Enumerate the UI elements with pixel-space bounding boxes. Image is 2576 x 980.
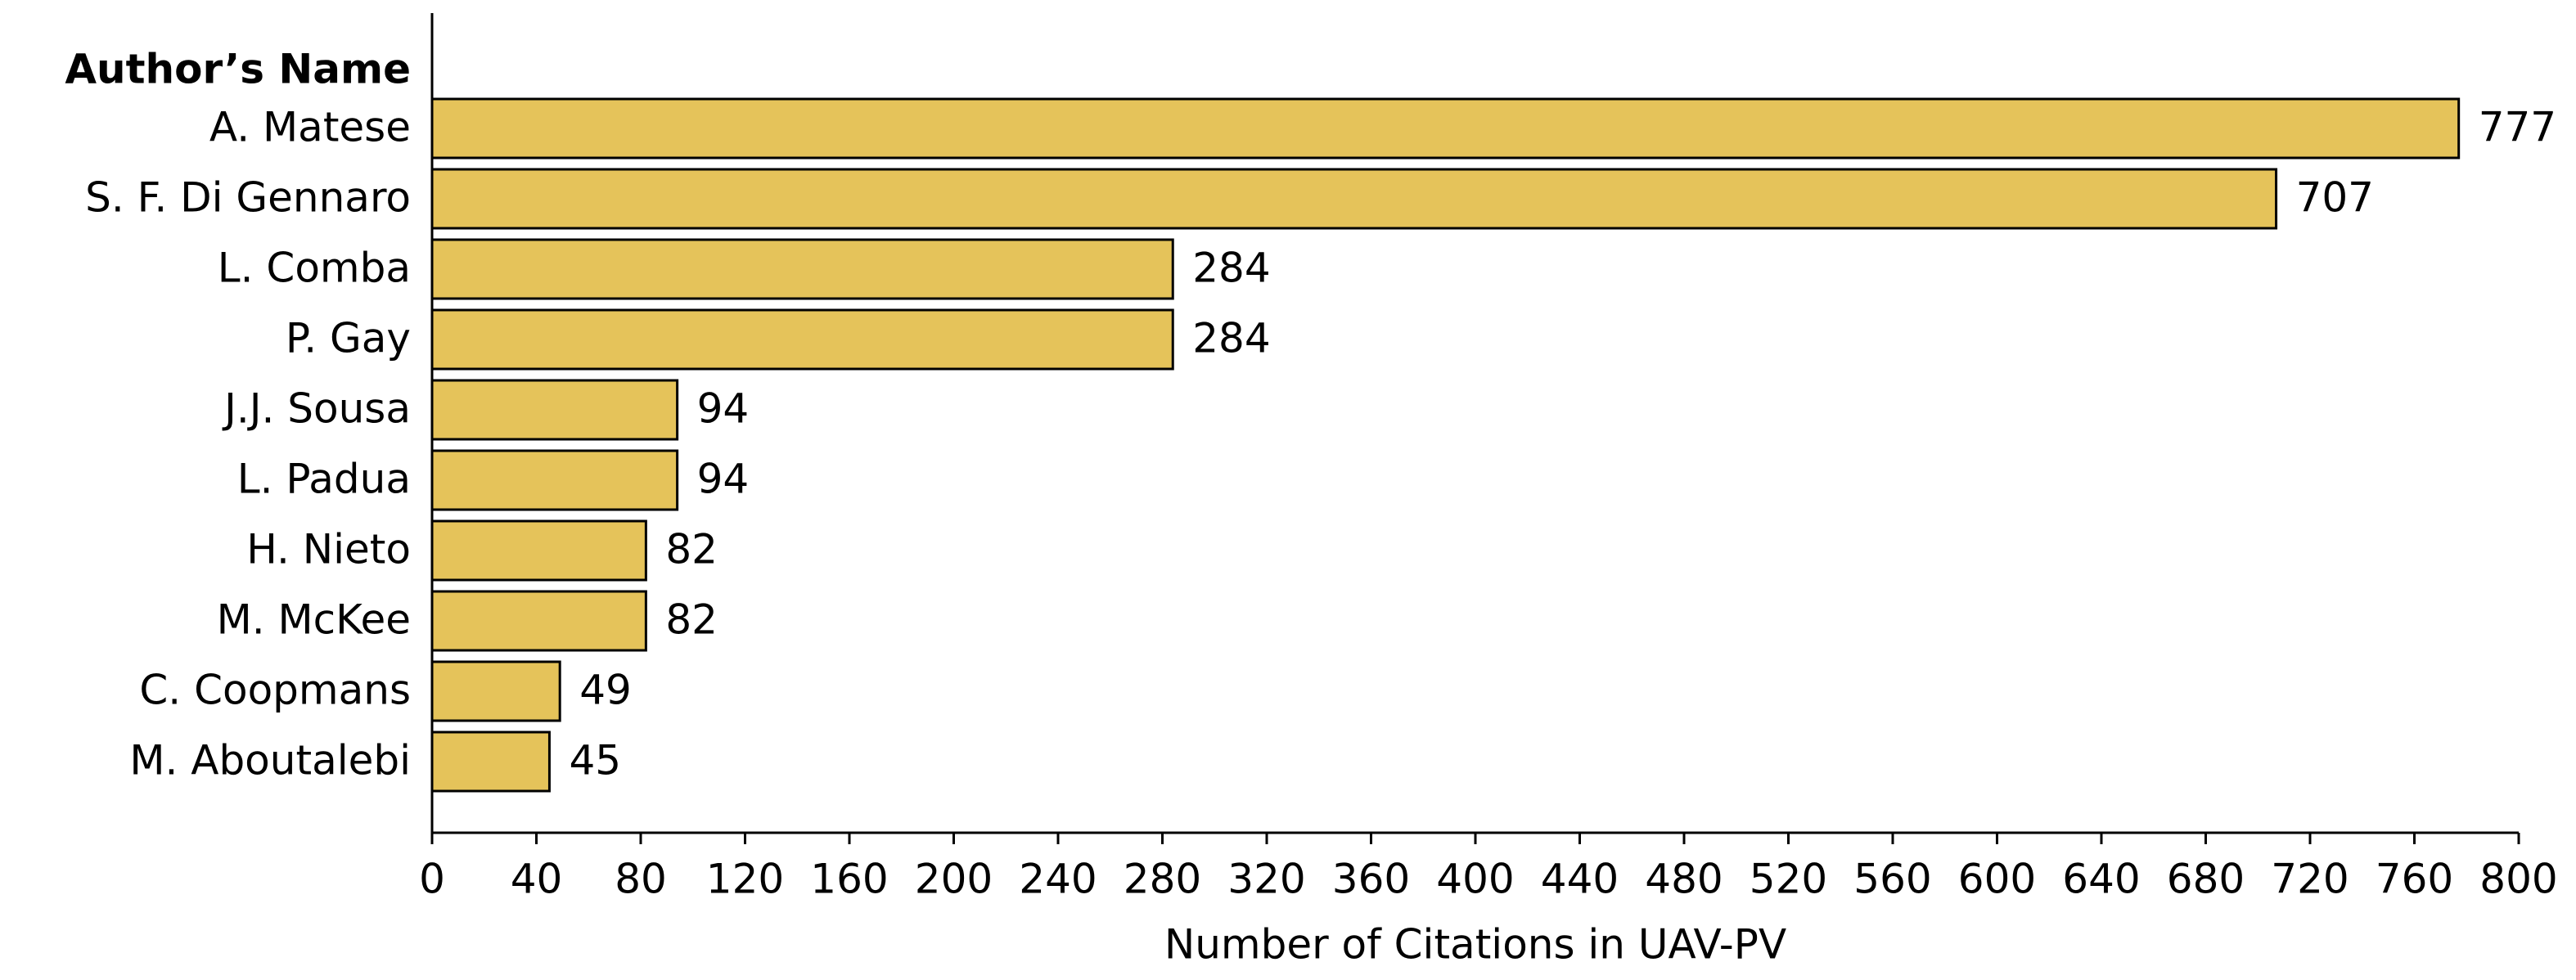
value-label: 94 [697, 456, 750, 503]
value-label: 45 [569, 737, 621, 784]
x-tick-label: 0 [419, 856, 445, 903]
x-tick-label: 120 [706, 856, 784, 903]
x-tick-label: 400 [1436, 856, 1514, 903]
y-tick-label: M. McKee [217, 596, 411, 644]
bar [430, 97, 2461, 160]
y-tick-label: J.J. Sousa [222, 385, 411, 433]
value-label: 82 [665, 596, 718, 644]
x-tick-label: 280 [1124, 856, 1201, 903]
value-label: 707 [2296, 174, 2374, 222]
bar [430, 590, 647, 652]
value-label: 284 [1192, 245, 1270, 292]
x-tick-label: 240 [1019, 856, 1097, 903]
y-tick-label: L. Comba [218, 245, 411, 292]
bar [430, 449, 679, 511]
value-label: 284 [1192, 315, 1270, 362]
bar [430, 308, 1174, 371]
bar [430, 168, 2278, 230]
value-label: 94 [697, 385, 750, 433]
value-label: 49 [579, 667, 632, 714]
bar [430, 660, 561, 722]
x-tick-label: 360 [1332, 856, 1410, 903]
bar [430, 238, 1174, 300]
y-tick-label: A. Matese [209, 104, 411, 151]
y-tick-label: H. Nieto [246, 526, 411, 573]
x-tick-label: 320 [1227, 856, 1305, 903]
x-tick-label: 40 [511, 856, 563, 903]
x-tick-label: 160 [810, 856, 888, 903]
x-tick-label: 440 [1541, 856, 1619, 903]
y-tick-label: M. Aboutalebi [129, 737, 411, 784]
x-tick-label: 800 [2479, 856, 2557, 903]
x-tick-label: 560 [1853, 856, 1931, 903]
x-tick-label: 640 [2062, 856, 2140, 903]
x-tick-label: 680 [2167, 856, 2245, 903]
bar [430, 731, 551, 793]
x-tick-label: 80 [615, 856, 667, 903]
x-tick-label: 720 [2271, 856, 2349, 903]
x-tick-label: 520 [1750, 856, 1827, 903]
y-axis-title: Author’s Name [65, 46, 411, 93]
y-tick-label: C. Coopmans [139, 667, 411, 714]
bar [430, 379, 679, 441]
x-tick-label: 200 [915, 856, 993, 903]
value-label: 82 [665, 526, 718, 573]
value-label: 777 [2479, 104, 2556, 151]
bar [430, 519, 647, 582]
x-tick-label: 760 [2376, 856, 2453, 903]
x-axis-title: Number of Citations in UAV-PV [1164, 921, 1786, 969]
x-tick-label: 600 [1958, 856, 2036, 903]
y-tick-label: S. F. Di Gennaro [85, 174, 411, 222]
y-tick-label: L. Padua [237, 456, 411, 503]
y-tick-label: P. Gay [286, 315, 411, 362]
x-tick-label: 480 [1645, 856, 1723, 903]
